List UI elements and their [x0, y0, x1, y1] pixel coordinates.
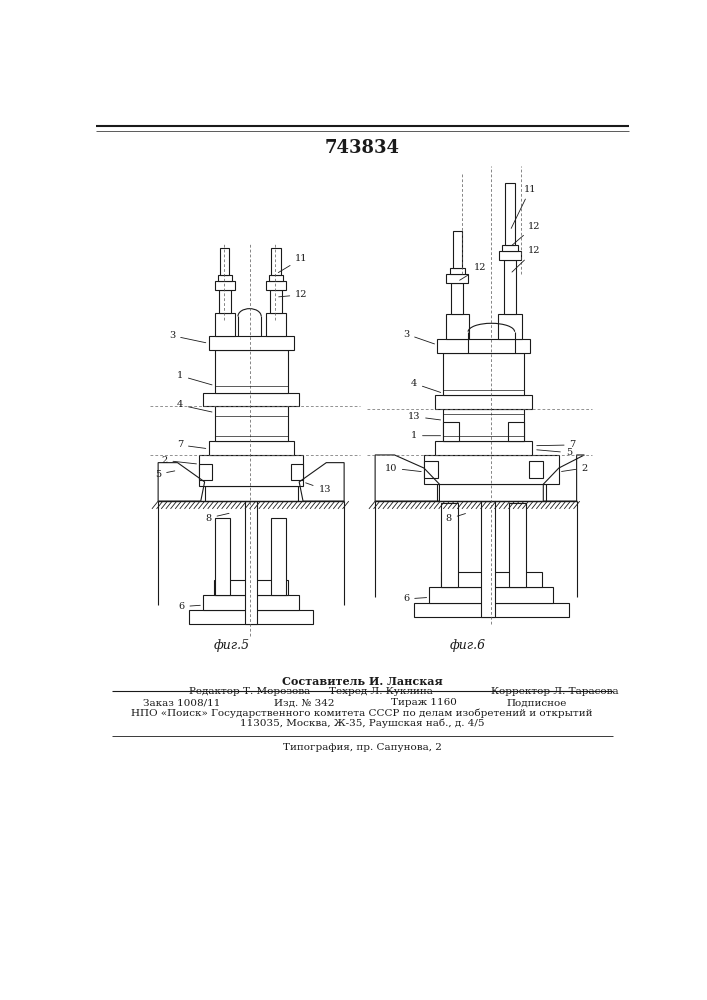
Text: 8: 8	[206, 513, 229, 523]
Bar	[215, 518, 230, 595]
Bar	[435, 441, 532, 455]
Text: 11: 11	[279, 254, 308, 273]
Bar	[215, 313, 235, 336]
Text: 113035, Москва, Ж-35, Раушская наб., д. 4/5: 113035, Москва, Ж-35, Раушская наб., д. …	[240, 719, 484, 728]
Text: 7: 7	[537, 440, 576, 449]
Bar	[508, 422, 524, 441]
Bar	[266, 281, 286, 290]
Text: 6: 6	[403, 594, 426, 603]
Bar	[441, 572, 542, 587]
Text: фиг.5: фиг.5	[214, 639, 250, 652]
Bar	[271, 518, 286, 595]
Bar	[441, 503, 458, 587]
Bar	[204, 486, 298, 501]
Text: Типография, пр. Сапунова, 2: Типография, пр. Сапунова, 2	[283, 743, 441, 752]
Bar	[215, 350, 288, 393]
Bar	[214, 580, 288, 595]
Bar	[209, 336, 293, 350]
Text: 12: 12	[512, 246, 540, 272]
Bar	[199, 455, 303, 486]
Bar	[203, 393, 299, 406]
Bar	[530, 461, 543, 478]
Text: Техред Л. Куклина: Техред Л. Куклина	[329, 687, 433, 696]
Bar	[443, 353, 524, 395]
Bar	[437, 339, 530, 353]
Text: 7: 7	[177, 440, 206, 449]
Text: 3: 3	[403, 330, 435, 344]
Text: 1: 1	[177, 371, 212, 385]
Bar	[443, 422, 459, 441]
Bar	[189, 610, 313, 624]
Text: Изд. № 342: Изд. № 342	[274, 698, 335, 707]
Text: 4: 4	[411, 379, 440, 392]
Text: Корректор Л. Тарасова: Корректор Л. Тарасова	[491, 687, 619, 696]
Bar	[245, 501, 257, 624]
Bar	[220, 248, 230, 275]
Text: 13: 13	[305, 483, 331, 494]
Text: Составитель И. Ланская: Составитель И. Ланская	[281, 676, 443, 687]
Text: Подписное: Подписное	[507, 698, 567, 707]
Text: 12: 12	[460, 263, 486, 280]
Bar	[452, 231, 462, 268]
Bar	[215, 406, 288, 441]
Bar	[443, 409, 524, 441]
Bar	[215, 281, 235, 290]
Bar	[435, 395, 532, 409]
Text: 3: 3	[169, 331, 206, 343]
Text: 12: 12	[512, 222, 540, 245]
Bar	[446, 274, 468, 283]
Text: 10: 10	[385, 464, 421, 473]
Text: 2: 2	[161, 456, 197, 465]
Bar	[481, 501, 495, 617]
Bar	[266, 313, 286, 336]
Bar	[498, 314, 522, 339]
Text: 743834: 743834	[325, 139, 399, 157]
Bar	[218, 275, 232, 281]
Bar	[271, 248, 281, 275]
Text: 8: 8	[445, 514, 465, 523]
Bar	[445, 314, 469, 339]
Text: Тираж 1160: Тираж 1160	[391, 698, 457, 707]
Text: 12: 12	[279, 290, 308, 299]
Bar	[502, 245, 518, 251]
Text: 2: 2	[561, 464, 588, 473]
Bar	[424, 455, 559, 484]
Bar	[414, 603, 569, 617]
Bar	[509, 503, 526, 587]
Text: 13: 13	[408, 412, 440, 421]
Bar	[269, 275, 283, 281]
Bar	[450, 268, 465, 274]
Text: 6: 6	[178, 602, 200, 611]
Text: 5: 5	[537, 448, 572, 457]
Text: 1: 1	[411, 431, 440, 440]
Bar	[209, 441, 293, 455]
Bar	[424, 461, 438, 478]
Text: 4: 4	[177, 400, 212, 412]
Bar	[270, 290, 282, 313]
Bar	[429, 587, 554, 603]
Bar	[437, 484, 546, 501]
Bar	[291, 464, 303, 480]
Text: Редактор Т. Морозова: Редактор Т. Морозова	[189, 687, 310, 696]
Bar	[218, 290, 231, 313]
Text: НПО «Поиск» Государственного комитета СССР по делам изобретений и открытий: НПО «Поиск» Государственного комитета СС…	[132, 709, 592, 718]
Text: Заказ 1008/11: Заказ 1008/11	[143, 698, 220, 707]
Text: 11: 11	[511, 185, 537, 228]
Text: фиг.6: фиг.6	[450, 639, 486, 652]
Bar	[199, 464, 211, 480]
Bar	[499, 251, 521, 260]
Text: 5: 5	[155, 470, 175, 479]
Bar	[504, 260, 516, 314]
Bar	[506, 183, 515, 245]
Bar	[451, 283, 464, 314]
Bar	[203, 595, 299, 610]
